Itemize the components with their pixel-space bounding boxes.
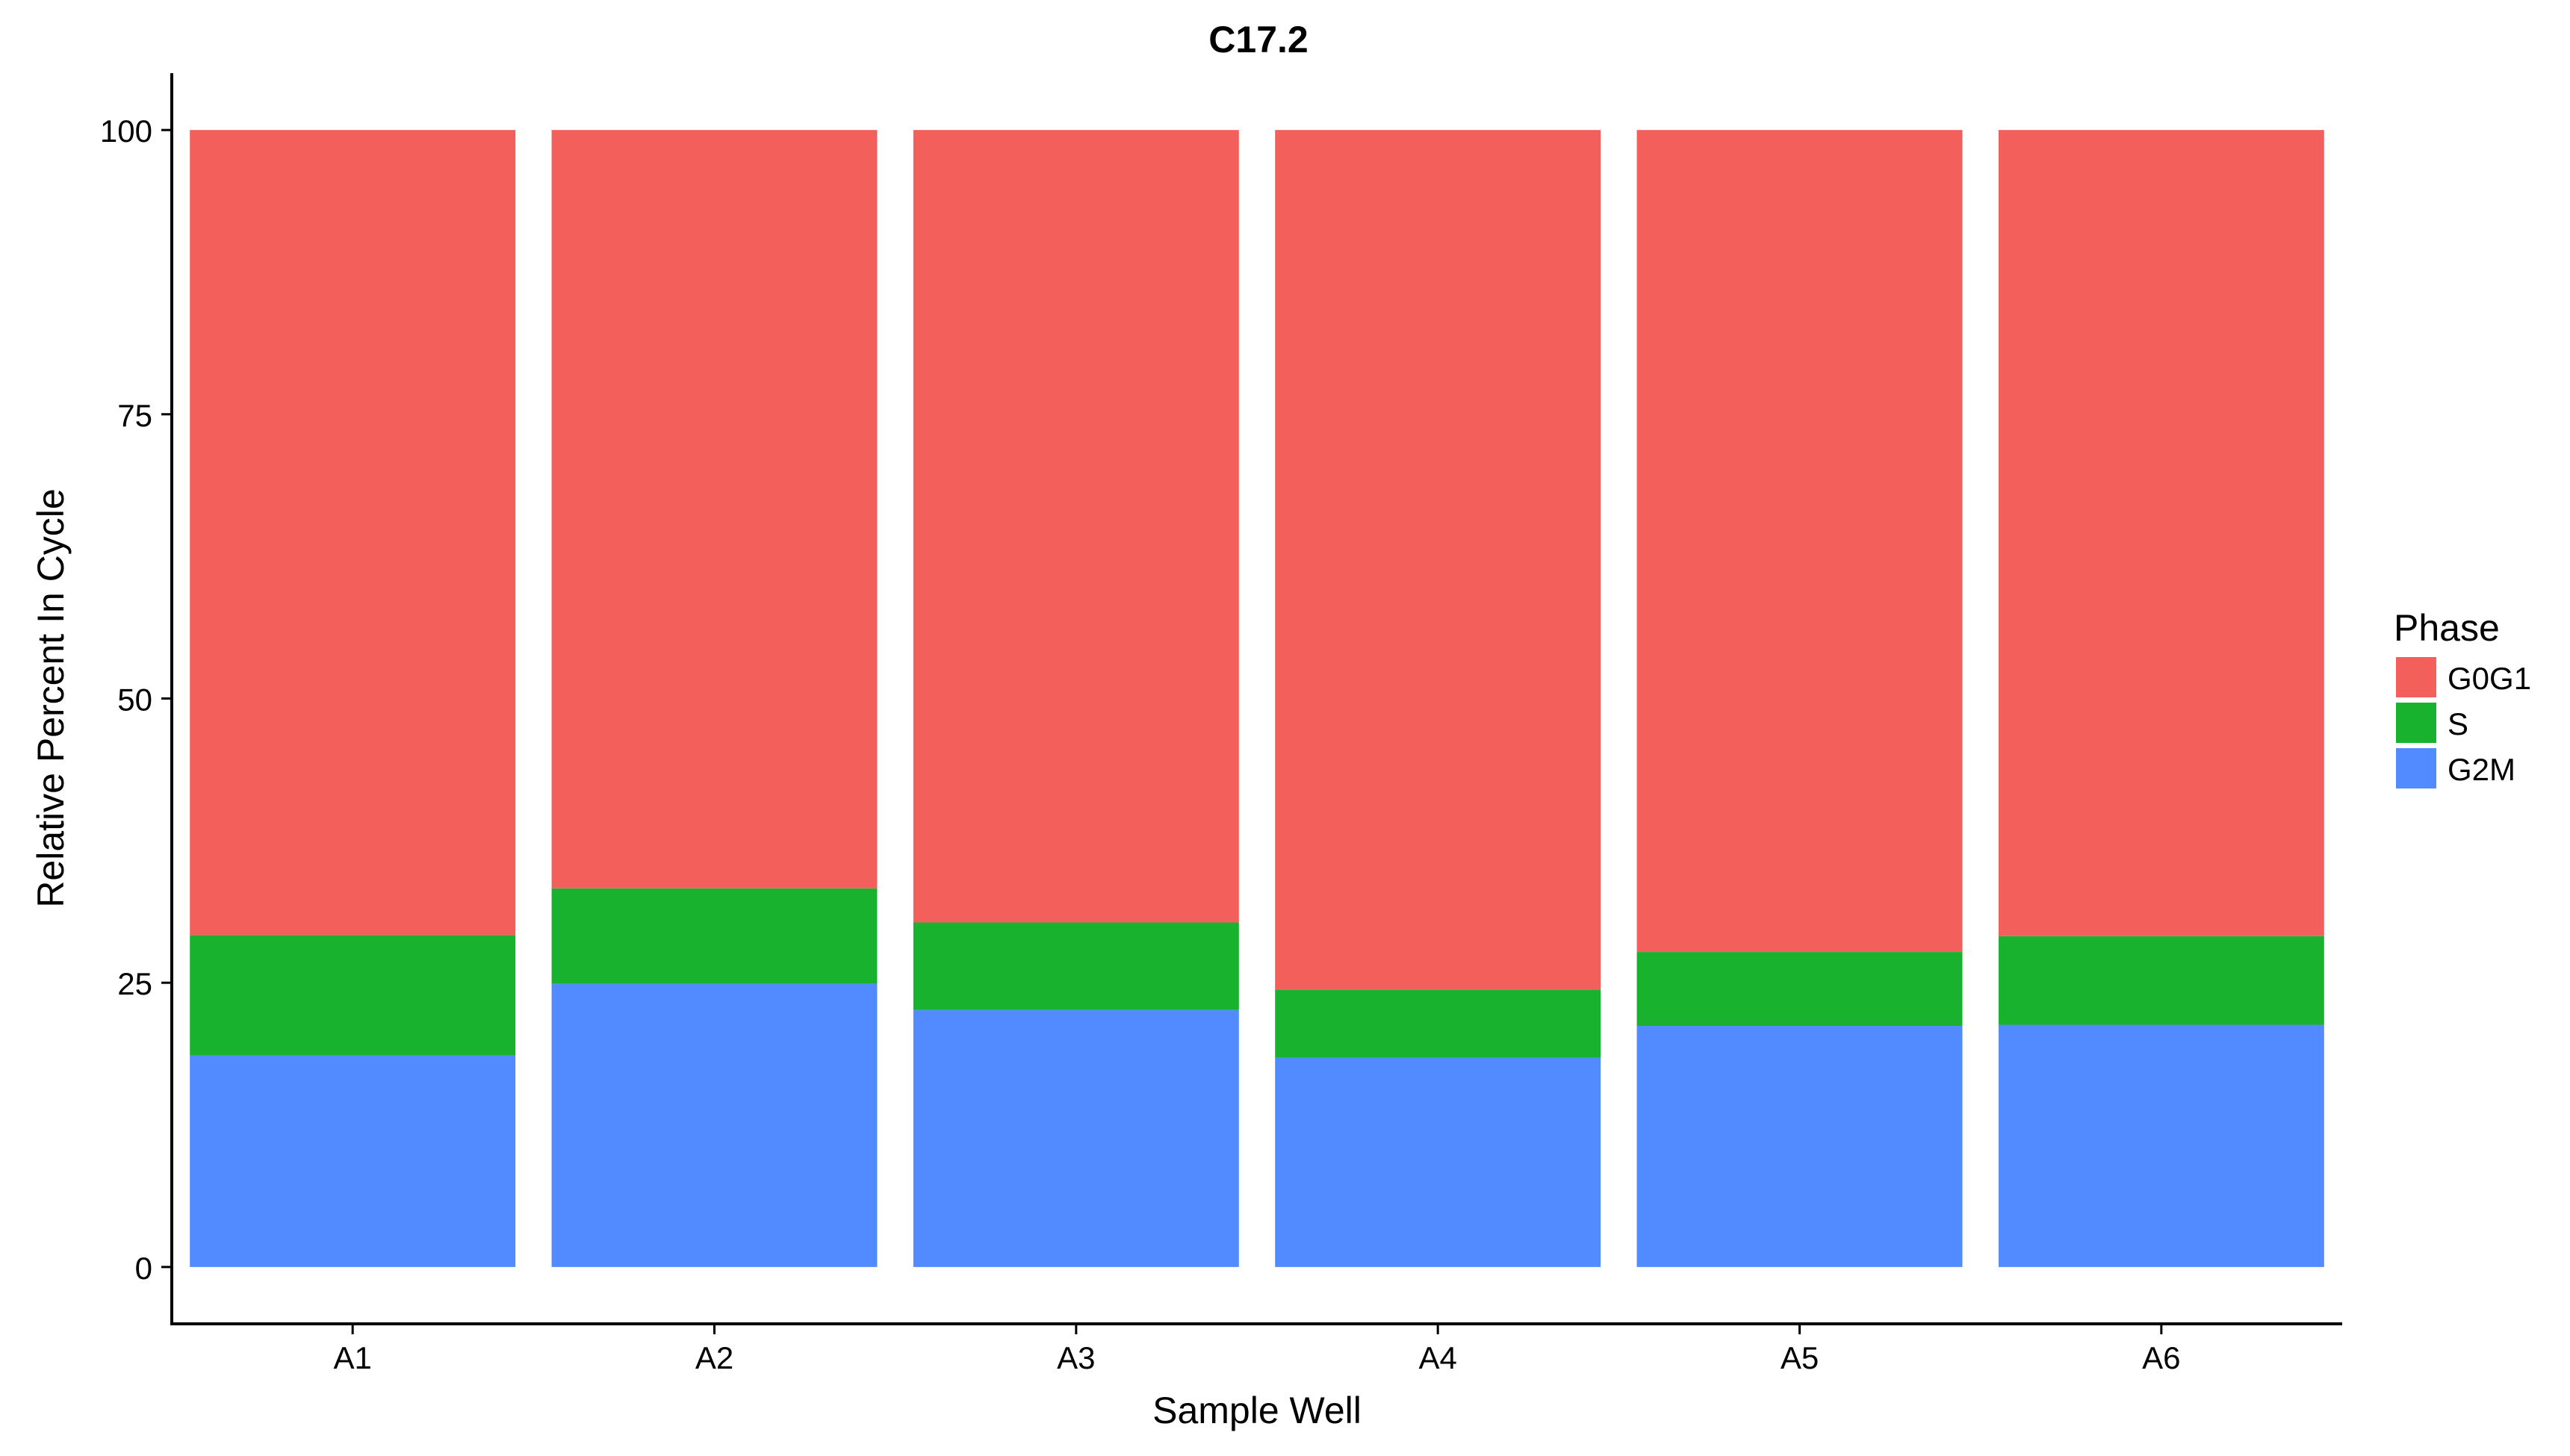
y-tick-label: 0 <box>135 1251 152 1286</box>
bar-g2m-a4 <box>1275 1057 1601 1267</box>
y-tick-label: 75 <box>117 398 152 433</box>
y-tick-label: 100 <box>100 113 152 149</box>
bar-g0g1-a2 <box>551 130 878 889</box>
y-axis-ticks: 0 25 50 75 100 <box>100 113 172 1286</box>
bar-s-a3 <box>913 922 1239 1010</box>
bar-s-a6 <box>1998 936 2324 1025</box>
legend-title: Phase <box>2394 607 2500 649</box>
bar-g0g1-a6 <box>1998 130 2324 936</box>
legend-swatch-g0g1 <box>2396 657 2436 697</box>
legend-items: G0G1 S G2M <box>2396 657 2531 788</box>
chart-title: C17.2 <box>1208 19 1308 60</box>
x-axis-ticks: A1 A2 A3 A4 A5 A6 <box>333 1324 2181 1375</box>
bar-g2m-a1 <box>190 1055 516 1267</box>
y-axis-label: Relative Percent In Cycle <box>30 488 72 907</box>
bar-g2m-a2 <box>551 983 878 1267</box>
bar-g0g1-a1 <box>190 130 516 936</box>
legend-swatch-s <box>2396 703 2436 743</box>
bar-g0g1-a3 <box>913 130 1239 923</box>
bar-s-a2 <box>551 888 878 984</box>
legend-label-g0g1: G0G1 <box>2448 661 2531 696</box>
bar-g0g1-a4 <box>1275 130 1601 990</box>
bars-layer <box>190 130 2324 1267</box>
x-tick-label: A1 <box>333 1340 371 1375</box>
bar-g2m-a3 <box>913 1009 1239 1267</box>
bar-s-a1 <box>190 935 516 1056</box>
bar-g2m-a6 <box>1998 1024 2324 1267</box>
bar-g2m-a5 <box>1636 1026 1963 1267</box>
x-tick-label: A3 <box>1057 1340 1095 1375</box>
legend-label-s: S <box>2448 706 2468 741</box>
x-tick-label: A6 <box>2142 1340 2180 1375</box>
bar-s-a4 <box>1275 989 1601 1058</box>
legend-swatch-g2m <box>2396 748 2436 788</box>
y-tick-label: 25 <box>117 966 152 1001</box>
bar-s-a5 <box>1636 952 1963 1027</box>
x-tick-label: A2 <box>695 1340 733 1375</box>
legend: Phase G0G1 S G2M <box>2394 607 2531 788</box>
x-tick-label: A5 <box>1781 1340 1819 1375</box>
x-axis-label: Sample Well <box>1152 1390 1362 1431</box>
legend-label-g2m: G2M <box>2448 752 2515 787</box>
y-tick-label: 50 <box>117 682 152 718</box>
bar-g0g1-a5 <box>1636 130 1963 953</box>
x-tick-label: A4 <box>1418 1340 1456 1375</box>
